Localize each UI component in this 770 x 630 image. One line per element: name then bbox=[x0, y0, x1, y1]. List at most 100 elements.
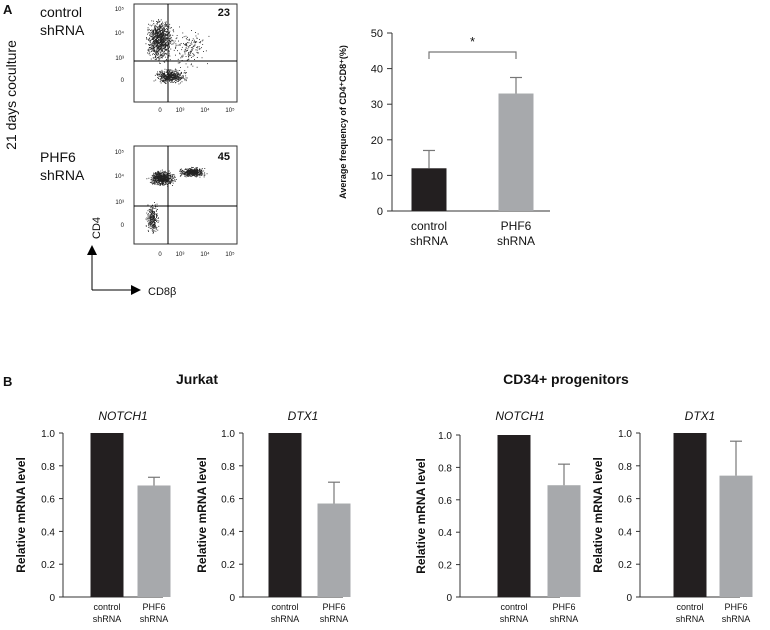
flow-dot bbox=[165, 38, 167, 40]
flow-dot bbox=[161, 36, 163, 38]
flow-dot bbox=[156, 35, 158, 36]
flow-dot bbox=[164, 76, 165, 78]
flow-dot bbox=[169, 38, 171, 40]
flow-dot bbox=[201, 40, 203, 42]
flow-dot bbox=[198, 170, 199, 172]
flow-dot bbox=[201, 172, 202, 174]
flow-dot bbox=[162, 23, 164, 25]
flow-dot bbox=[171, 179, 173, 181]
flow-dot bbox=[162, 43, 164, 45]
flow-dot bbox=[159, 175, 160, 177]
flow-dot bbox=[164, 176, 166, 178]
flow-dot bbox=[191, 63, 192, 65]
flow-dot bbox=[156, 174, 158, 176]
flow-dot bbox=[184, 170, 185, 172]
flow-dot bbox=[167, 37, 169, 39]
flow-dot bbox=[150, 42, 152, 44]
flow-dot bbox=[157, 21, 158, 23]
flow-dot bbox=[153, 224, 154, 226]
flow-xtick-control: 10³ bbox=[176, 108, 185, 114]
flow-dot bbox=[194, 174, 196, 176]
flow-dot bbox=[200, 169, 202, 171]
flow-dot bbox=[182, 77, 184, 79]
flow-dot bbox=[167, 72, 168, 73]
flow-dot bbox=[162, 184, 163, 186]
flow-dot bbox=[176, 75, 178, 77]
flow-dot bbox=[173, 176, 175, 178]
flow-dot bbox=[180, 175, 182, 177]
flow-dot bbox=[164, 179, 166, 181]
flow-dot bbox=[162, 38, 163, 40]
flow-dot bbox=[162, 184, 164, 186]
flow-dot bbox=[158, 56, 159, 58]
flow-dot bbox=[158, 28, 160, 30]
flow-dot bbox=[157, 44, 158, 46]
flow-dot bbox=[152, 35, 154, 36]
flow-dots-phf6 bbox=[145, 166, 208, 234]
flow-dot bbox=[152, 31, 153, 33]
flow-dot bbox=[160, 36, 162, 38]
flow-dot bbox=[172, 74, 174, 75]
flow-dot bbox=[156, 73, 158, 75]
flow-dot bbox=[179, 170, 180, 172]
flow-dot bbox=[157, 48, 158, 49]
flow-dot bbox=[191, 49, 193, 51]
flow-dot bbox=[180, 78, 182, 79]
flow-dot bbox=[157, 43, 158, 45]
flow-dot bbox=[165, 24, 167, 26]
flow-dot bbox=[188, 170, 189, 172]
flow-dot bbox=[163, 51, 164, 53]
flow-dot bbox=[162, 79, 163, 81]
flow-dot bbox=[149, 205, 151, 207]
flow-dot bbox=[192, 46, 194, 48]
flow-dot bbox=[167, 178, 169, 180]
flow-dot bbox=[188, 39, 190, 41]
flow-dot bbox=[152, 183, 153, 185]
flow-dot bbox=[155, 177, 157, 179]
flow-dot bbox=[191, 43, 193, 45]
flow-dot bbox=[187, 66, 189, 68]
flow-dot bbox=[157, 50, 158, 52]
flow-dot bbox=[160, 37, 162, 39]
flow-dot bbox=[155, 30, 157, 32]
flow-dot bbox=[169, 76, 171, 77]
flow-dot bbox=[151, 224, 153, 226]
flow-dot bbox=[155, 59, 157, 60]
flow-dot bbox=[156, 38, 157, 40]
flow-dot bbox=[149, 222, 150, 224]
flow-dot bbox=[150, 223, 152, 224]
flow-dot bbox=[161, 174, 163, 176]
flow-dot bbox=[167, 181, 169, 183]
flow-dot bbox=[166, 25, 168, 27]
flow-dot bbox=[195, 171, 197, 173]
flow-dot bbox=[165, 184, 167, 185]
flow-dot bbox=[167, 29, 168, 30]
flow-dot bbox=[154, 29, 156, 31]
flow-dot bbox=[163, 179, 164, 181]
flow-dot bbox=[153, 229, 155, 231]
flow-dot bbox=[151, 43, 153, 44]
y-tick-label: 0.6 bbox=[41, 495, 55, 506]
flow-dot bbox=[196, 170, 197, 172]
flow-dot bbox=[166, 59, 167, 60]
flow-dot bbox=[161, 38, 162, 40]
flow-dot bbox=[186, 50, 188, 51]
flow-dot bbox=[196, 51, 198, 53]
flow-dot bbox=[164, 80, 165, 81]
flow-dot bbox=[186, 171, 188, 173]
flow-dot bbox=[164, 83, 166, 84]
flow-dot bbox=[179, 70, 181, 71]
flow-dot bbox=[154, 174, 156, 176]
group-title-jurkat: Jurkat bbox=[176, 371, 218, 387]
flow-dot bbox=[153, 41, 155, 43]
flow-dot bbox=[169, 75, 171, 76]
flow-dot bbox=[157, 45, 159, 47]
flow-dot bbox=[147, 204, 149, 206]
flow-dot bbox=[167, 51, 169, 53]
flow-dot bbox=[157, 229, 159, 231]
flow-dot bbox=[199, 176, 201, 178]
flow-dot bbox=[157, 22, 158, 24]
flow-dot bbox=[154, 224, 156, 226]
flow-dot bbox=[162, 81, 164, 83]
